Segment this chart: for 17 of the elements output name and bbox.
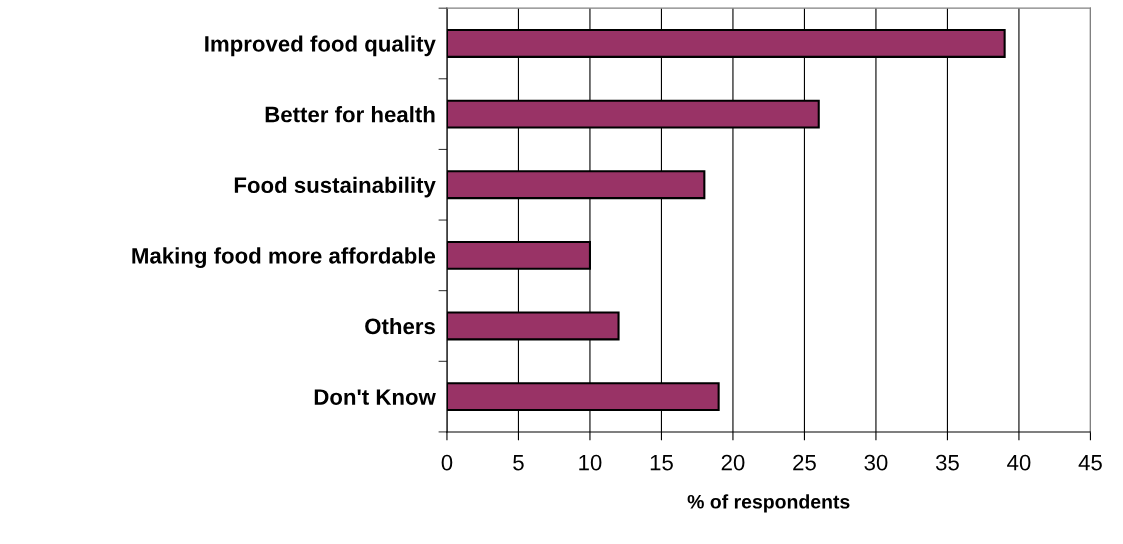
y-tick-label: Food sustainability — [234, 176, 436, 198]
x-tick-label: 35 — [935, 454, 959, 471]
x-tick-label: 5 — [513, 454, 524, 471]
y-tick-label: Improved food quality — [205, 35, 436, 57]
x-tick-label: 45 — [1078, 454, 1102, 471]
x-tick-label: 10 — [579, 454, 602, 471]
y-tick-label: Better for health — [265, 106, 435, 123]
x-tick-label: 30 — [864, 454, 888, 471]
x-axis-title: % of respondents — [687, 494, 850, 513]
x-tick-label: 20 — [721, 454, 745, 471]
x-tick-label: 15 — [650, 454, 673, 471]
x-tick-label: 40 — [1007, 454, 1031, 471]
y-tick-label: Making food more affordable — [132, 247, 436, 269]
y-tick-label: Don't Know — [314, 389, 436, 405]
x-tick-label: 0 — [441, 454, 453, 471]
y-tick-label: Others — [365, 317, 435, 335]
x-tick-label: 25 — [793, 454, 816, 471]
